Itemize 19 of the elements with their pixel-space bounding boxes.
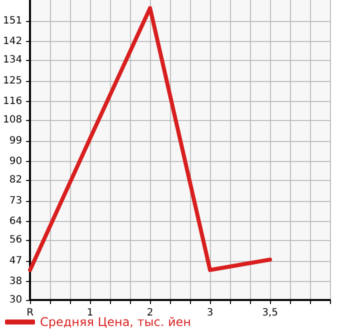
y-tick-label: 30 [9, 294, 22, 306]
y-tick-label: 64 [9, 216, 22, 228]
y-tick-label: 56 [9, 234, 22, 246]
x-tick-label: R [26, 308, 34, 318]
line-series [28, 6, 272, 272]
y-tick-label: 82 [9, 174, 22, 186]
y-tick-label: 73 [9, 195, 22, 206]
y-tick-label: 125 [2, 75, 22, 86]
y-tick-label: 116 [2, 96, 22, 108]
y-tick-label: 38 [9, 276, 22, 288]
y-tick-label: 134 [2, 54, 22, 66]
y-tick-label: 151 [2, 15, 22, 26]
x-tick-label: 3 [206, 308, 214, 318]
y-tick-label: 47 [9, 255, 22, 266]
y-tick-label: 99 [9, 135, 22, 146]
y-tick-label: 108 [2, 114, 22, 126]
y-tick-label: 90 [9, 156, 22, 168]
y-tick-label: 142 [2, 36, 22, 48]
x-tick-label: 3,5 [262, 308, 278, 318]
